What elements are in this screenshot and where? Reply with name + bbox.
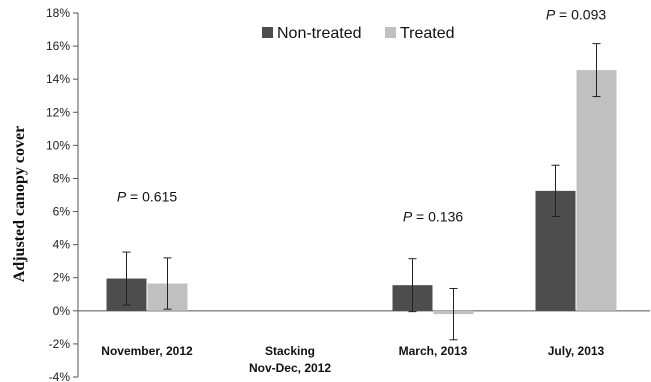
y-tick-label: 0%	[53, 304, 71, 318]
y-tick-label: -4%	[49, 370, 71, 382]
bar-treated-3	[576, 70, 617, 311]
y-tick-label: 6%	[53, 205, 71, 219]
x-tick-label: Nov-Dec, 2012	[249, 361, 331, 375]
y-tick-label: 10%	[46, 138, 70, 152]
y-axis: -4% -2% 0% 2% 4% 6% 8% 10% 12% 14% 16% 18%	[46, 6, 79, 382]
legend-label: Treated	[400, 25, 455, 42]
legend-swatch	[262, 27, 273, 38]
x-axis: November, 2012 Stacking Nov-Dec, 2012 March…	[78, 310, 650, 375]
y-tick-label: 4%	[53, 238, 71, 252]
y-tick-label: 18%	[46, 6, 70, 20]
legend-label: Non-treated	[277, 25, 362, 42]
y-tick-label: 16%	[46, 39, 70, 53]
y-tick-label: 8%	[53, 171, 71, 185]
x-tick-label: November, 2012	[101, 344, 193, 358]
x-tick-label: March, 2013	[399, 344, 468, 358]
y-tick-label: 2%	[53, 271, 71, 285]
bars	[106, 70, 617, 315]
x-tick-label: Stacking	[265, 344, 315, 358]
error-bars	[122, 43, 601, 341]
y-axis-label: Adjusted canopy cover	[11, 126, 28, 282]
y-tick-label: 12%	[46, 105, 70, 119]
x-tick-label: July, 2013	[548, 344, 605, 358]
p-value-label: P = 0.136	[403, 208, 464, 224]
y-tick-label: -2%	[49, 337, 71, 351]
y-tick-label: 14%	[46, 72, 70, 86]
legend: Non-treated Treated	[262, 25, 455, 42]
p-value-label: P = 0.615	[117, 189, 178, 205]
p-value-label: P = 0.093	[546, 7, 607, 23]
legend-swatch	[385, 27, 396, 38]
p-value-annotations: P = 0.615 P = 0.136 P = 0.093	[117, 7, 607, 225]
